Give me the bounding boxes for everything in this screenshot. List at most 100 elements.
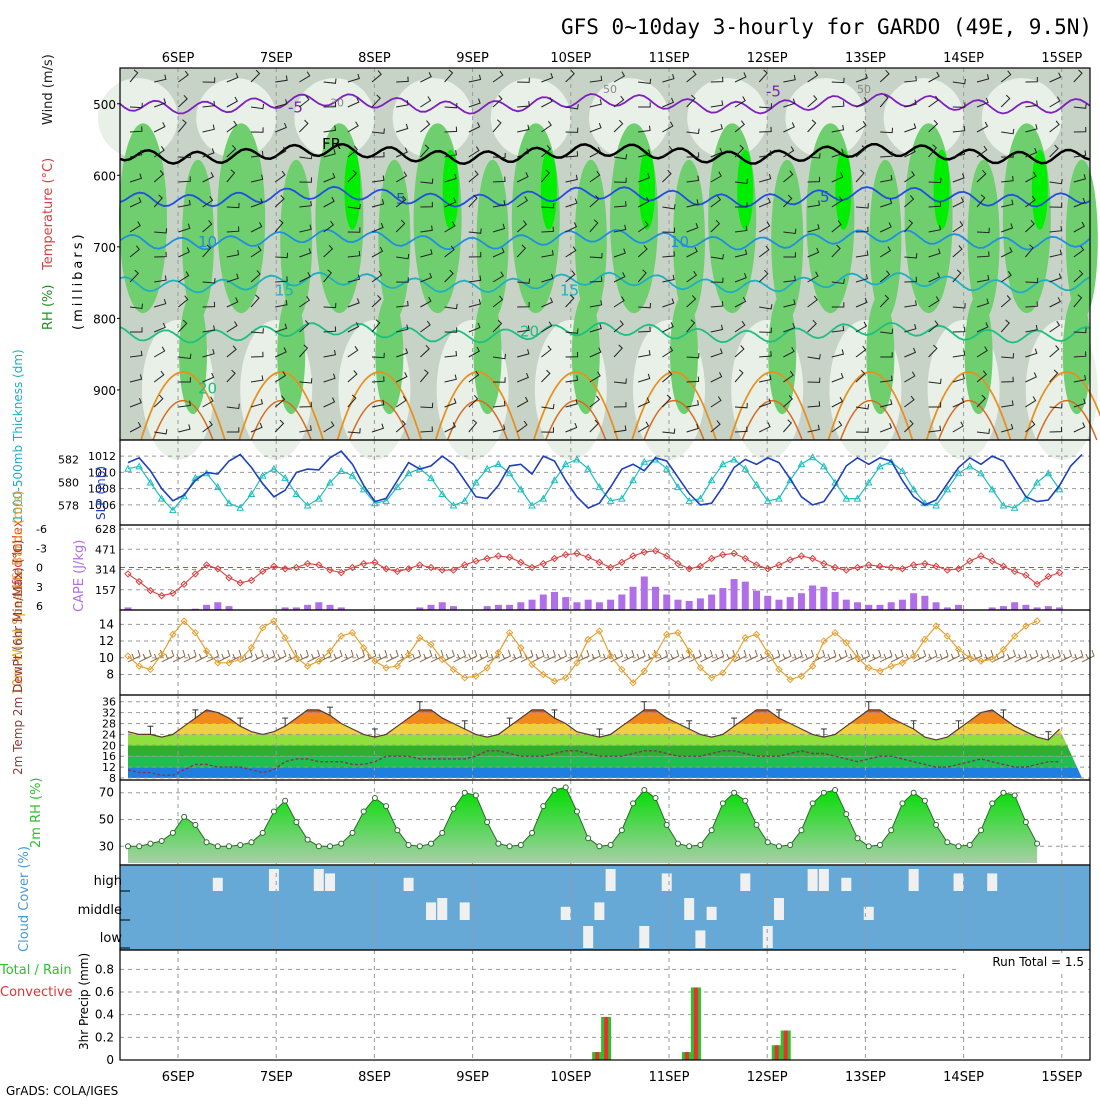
wind-barb bbox=[565, 151, 579, 158]
lifted-index-point bbox=[719, 550, 727, 559]
temperature-band bbox=[128, 734, 1082, 746]
wind-barb bbox=[323, 373, 336, 383]
wind-barb bbox=[468, 74, 482, 83]
cape-bar bbox=[337, 607, 345, 610]
thickness-point bbox=[752, 480, 761, 488]
surface-wind-barb bbox=[139, 649, 152, 663]
thickness-point bbox=[382, 496, 390, 504]
wind-barb bbox=[516, 420, 528, 433]
rh-point bbox=[1011, 792, 1018, 799]
surface-wind-barb bbox=[341, 649, 354, 663]
wind-speed-point bbox=[719, 669, 727, 677]
wind-speed-point bbox=[629, 679, 637, 687]
lifted-index-label: Lifted Index bbox=[11, 519, 26, 596]
wind-barb bbox=[807, 95, 818, 108]
lifted-index-point bbox=[404, 565, 413, 573]
rh-point bbox=[282, 797, 289, 804]
wind-speed-point bbox=[865, 664, 873, 672]
wind-barb bbox=[395, 372, 408, 383]
wind-barb bbox=[444, 422, 456, 433]
wind-barb bbox=[710, 372, 723, 383]
wind-barb bbox=[250, 270, 261, 283]
top-date-label: 15SEP bbox=[1041, 51, 1082, 66]
wind-barb bbox=[710, 219, 721, 233]
top-date-label: 7SEP bbox=[260, 51, 293, 66]
wind-barb bbox=[880, 174, 893, 183]
thickness-point bbox=[550, 476, 559, 484]
rh-point bbox=[562, 784, 569, 791]
cloud-cell bbox=[325, 873, 336, 891]
wind-barb bbox=[1049, 120, 1060, 133]
wind-barb bbox=[178, 94, 188, 108]
cape-bar bbox=[528, 599, 536, 610]
lifted-index-point bbox=[808, 554, 817, 563]
isotherm-15 bbox=[119, 271, 1091, 294]
wind-barb bbox=[783, 275, 796, 283]
cape-bar bbox=[753, 590, 761, 610]
lifted-index-point bbox=[663, 552, 671, 560]
wind-barb bbox=[976, 322, 989, 333]
cape-bar bbox=[225, 606, 233, 610]
wind-barb bbox=[516, 244, 527, 258]
wind-barb bbox=[759, 103, 773, 109]
wind-barb bbox=[202, 325, 216, 333]
wind-barb bbox=[517, 101, 530, 108]
rh-point bbox=[461, 789, 468, 796]
wind-barb bbox=[541, 73, 554, 83]
cape-bar bbox=[932, 602, 940, 610]
wind-barb bbox=[299, 344, 309, 358]
bottom-date-label: 12SEP bbox=[747, 1070, 788, 1085]
rh-point bbox=[338, 840, 345, 847]
wind-barb bbox=[686, 199, 699, 208]
wind-barb bbox=[662, 346, 674, 358]
lifted-index-point bbox=[831, 563, 839, 572]
cloud-cell bbox=[773, 898, 784, 920]
surface-wind-barb bbox=[217, 649, 231, 663]
wind-barb bbox=[371, 352, 385, 359]
rh-point bbox=[484, 819, 491, 826]
surface-wind-barb bbox=[812, 649, 826, 663]
wind-barb bbox=[275, 252, 288, 259]
cape-bar bbox=[988, 607, 996, 610]
wind-barb bbox=[178, 424, 191, 433]
wind-barb bbox=[879, 270, 891, 283]
rh-point bbox=[192, 821, 199, 828]
surface-wind-barb bbox=[834, 649, 848, 663]
lifted-index-point bbox=[169, 589, 177, 597]
wind-barb bbox=[250, 246, 262, 258]
rh-point bbox=[753, 821, 760, 828]
lifted-index-point bbox=[348, 563, 357, 572]
isotherm-30 bbox=[348, 399, 411, 441]
wind-speed-point bbox=[157, 650, 166, 659]
lifted-index-point bbox=[786, 556, 794, 564]
wind-barb bbox=[1073, 327, 1087, 334]
wind-barb bbox=[855, 145, 866, 158]
lifted-index-point bbox=[315, 561, 323, 569]
wind-barb bbox=[202, 301, 216, 308]
upper-wind-barbs bbox=[129, 69, 1087, 435]
wind-tick: 8 bbox=[106, 667, 114, 681]
wind-barb bbox=[637, 220, 649, 233]
wind-barb bbox=[274, 419, 285, 433]
cloud-cell bbox=[313, 869, 324, 891]
wind-barb bbox=[613, 248, 626, 258]
wind-barb bbox=[783, 74, 796, 83]
wind-barb bbox=[976, 169, 987, 183]
wind-barb bbox=[638, 149, 651, 158]
wind-barb bbox=[153, 122, 166, 133]
lifted-index-point bbox=[865, 561, 873, 569]
wind-barb bbox=[686, 423, 699, 433]
surface-wind-barb bbox=[1070, 649, 1084, 663]
wind-speed-point bbox=[764, 649, 772, 657]
wind-barb bbox=[153, 194, 163, 208]
wind-barb bbox=[783, 228, 797, 235]
wind-barb bbox=[299, 378, 313, 384]
wind-barb bbox=[976, 298, 990, 308]
lifted-index-point bbox=[1055, 568, 1064, 577]
wind-speed-point bbox=[303, 662, 312, 670]
cape-bar bbox=[876, 604, 884, 610]
wind-barb bbox=[904, 195, 915, 208]
thickness-point bbox=[247, 489, 256, 497]
rh-point bbox=[439, 829, 446, 836]
wind-barb bbox=[492, 176, 506, 183]
